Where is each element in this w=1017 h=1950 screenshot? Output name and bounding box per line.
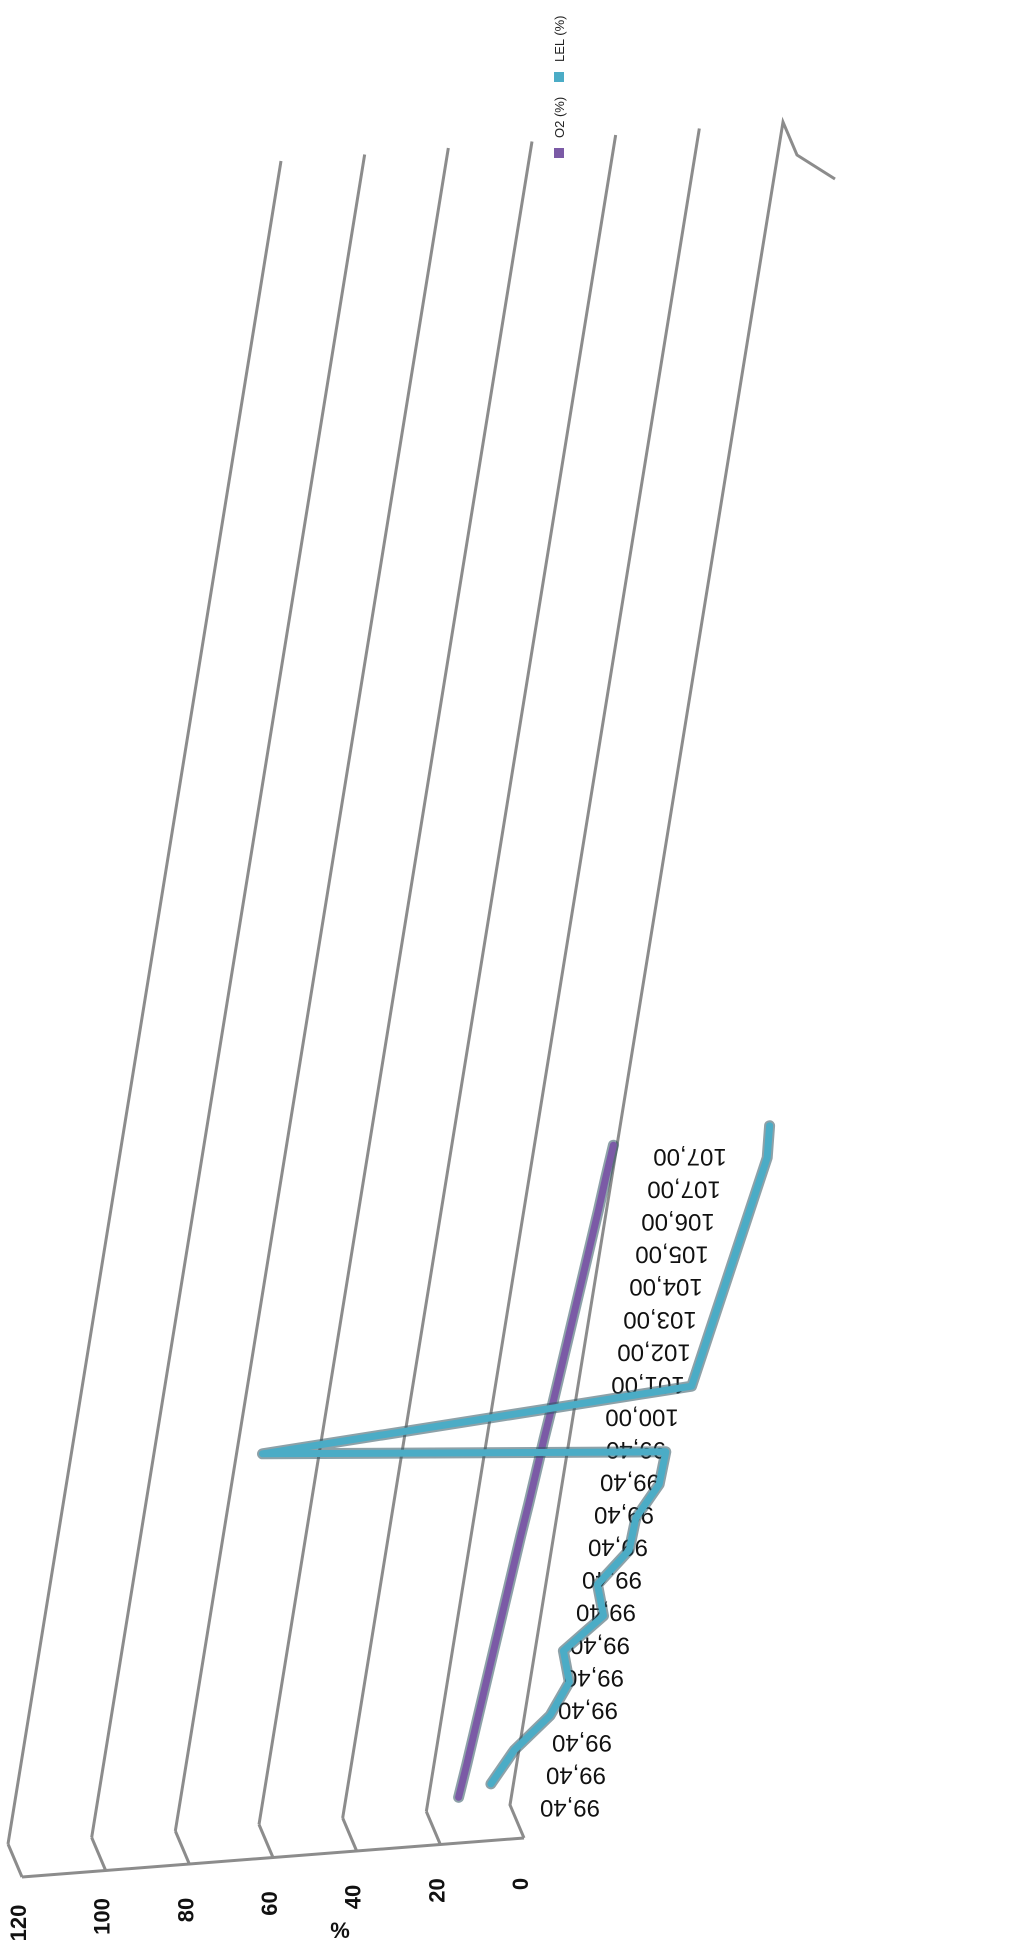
data-point (496, 1633, 498, 1635)
data-point (612, 1144, 614, 1146)
x-tick-label: 99,40 (558, 1696, 618, 1723)
x-tick-label: 102,00 (617, 1338, 690, 1365)
gridline (341, 134, 618, 1819)
x-tick-label: 99,40 (552, 1729, 612, 1756)
gridline-tick (173, 1830, 191, 1865)
data-point (568, 1681, 570, 1683)
data-point (597, 1209, 599, 1211)
gridline-tick (341, 1817, 359, 1852)
y-tick-label: 80 (173, 1898, 198, 1922)
data-point (504, 1601, 506, 1603)
data-point (473, 1731, 475, 1733)
data-point (769, 1125, 771, 1127)
data-point (745, 1222, 747, 1224)
gridline (90, 154, 367, 1838)
legend-swatch (554, 72, 564, 82)
x-tick-label: 99,40 (546, 1761, 606, 1788)
data-point (559, 1372, 561, 1374)
data-point (481, 1698, 483, 1700)
x-tick-label: 100,00 (605, 1403, 678, 1430)
gridline (6, 160, 283, 1845)
data-point (665, 1451, 667, 1453)
data-point (574, 1307, 576, 1309)
data-point (549, 1714, 551, 1716)
y-tick-label: 100 (90, 1898, 115, 1935)
data-point (712, 1320, 714, 1322)
legend-swatch (554, 148, 564, 158)
x-tick-label: 99,40 (540, 1794, 600, 1821)
data-point (513, 1749, 515, 1751)
data-point (582, 1275, 584, 1277)
gridline-tick (6, 1843, 24, 1878)
data-point (602, 1615, 604, 1617)
data-point (701, 1353, 703, 1355)
gridline (257, 141, 534, 1825)
gridline-tick (424, 1810, 442, 1846)
data-point (658, 1483, 660, 1485)
y-tick-label: 20 (424, 1878, 449, 1902)
legend-label: O2 (%) (552, 97, 567, 138)
data-point (562, 1650, 564, 1652)
data-point (458, 1796, 460, 1798)
y-tick-label: 120 (6, 1905, 31, 1942)
x-tick-label: 107,00 (653, 1143, 726, 1170)
gridline (424, 128, 701, 1812)
gridline-tick (90, 1836, 108, 1872)
y-tick-label: 60 (257, 1891, 282, 1915)
data-point (512, 1568, 514, 1570)
data-point (528, 1503, 530, 1505)
gridline-tick (257, 1823, 275, 1859)
x-tick-label: 104,00 (629, 1273, 702, 1300)
data-point (766, 1157, 768, 1159)
x-tick-label: 106,00 (641, 1208, 714, 1235)
data-point (723, 1287, 725, 1289)
data-point (628, 1549, 630, 1551)
y-axis-line (21, 1836, 525, 1879)
x-tick-label: 107,00 (647, 1176, 720, 1203)
gridline (173, 147, 450, 1832)
data-point (691, 1385, 693, 1387)
chart-floor (508, 116, 836, 1839)
x-tick-label: 103,00 (623, 1306, 696, 1333)
data-point (466, 1764, 468, 1766)
legend-label: LEL (%) (552, 16, 567, 62)
y-tick-label: 0 (508, 1878, 533, 1890)
y-tick-label: 40 (341, 1885, 366, 1909)
data-point (605, 1177, 607, 1179)
data-point (490, 1783, 492, 1785)
data-point (734, 1255, 736, 1257)
data-point (535, 1470, 537, 1472)
data-point (755, 1189, 757, 1191)
data-point (520, 1535, 522, 1537)
data-point (567, 1340, 569, 1342)
x-tick-label: 105,00 (635, 1241, 708, 1268)
data-point (262, 1453, 263, 1455)
data-point (489, 1666, 491, 1668)
data-point (543, 1438, 545, 1440)
data-point (590, 1242, 592, 1244)
data-point (635, 1517, 637, 1519)
data-point (597, 1584, 599, 1586)
y-axis-title: % (330, 1918, 350, 1943)
